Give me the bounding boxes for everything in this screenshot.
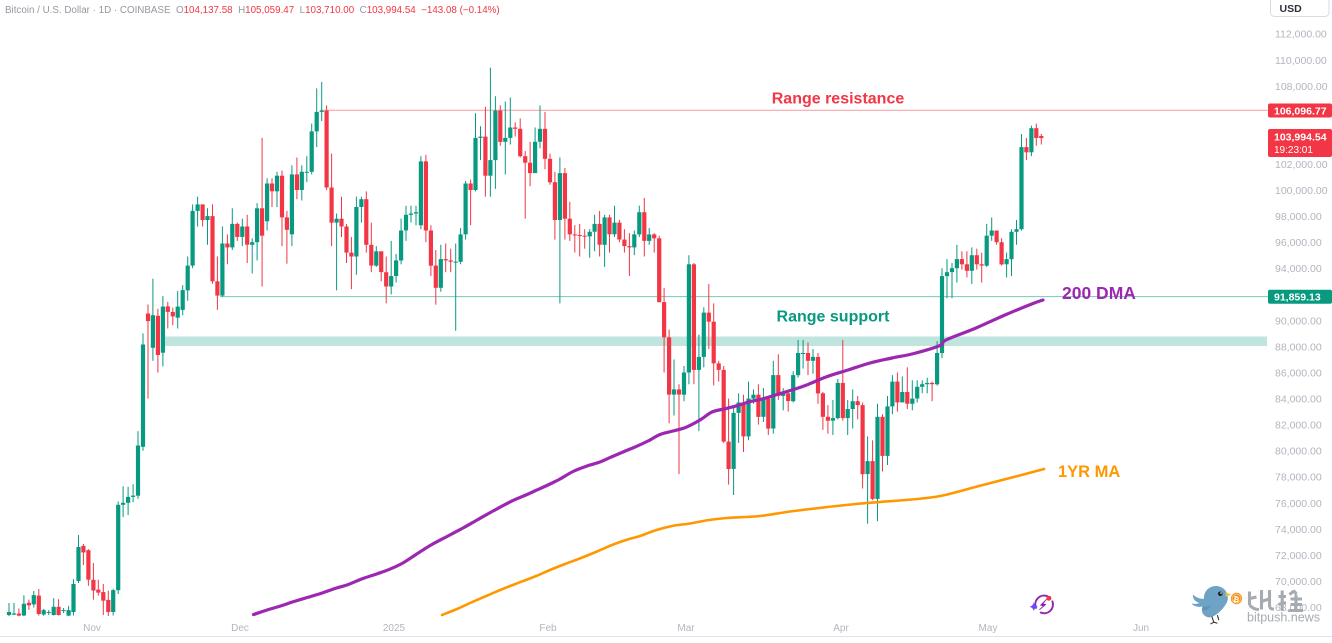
svg-text:103,994.54: 103,994.54 <box>1274 131 1327 143</box>
svg-text:Range resistance: Range resistance <box>772 91 905 108</box>
svg-text:82,000.00: 82,000.00 <box>1275 420 1322 432</box>
svg-text:78,000.00: 78,000.00 <box>1275 472 1322 484</box>
svg-text:Bitcoin / U.S. Dollar · 1D · C: Bitcoin / U.S. Dollar · 1D · COINBASE O1… <box>5 5 500 16</box>
svg-text:Apr: Apr <box>833 623 849 634</box>
svg-text:96,000.00: 96,000.00 <box>1275 237 1322 249</box>
svg-text:Dec: Dec <box>231 623 249 634</box>
svg-text:102,000.00: 102,000.00 <box>1275 159 1328 171</box>
svg-text:200 DMA: 200 DMA <box>1062 283 1136 303</box>
svg-text:74,000.00: 74,000.00 <box>1275 524 1322 536</box>
svg-text:1YR MA: 1YR MA <box>1058 463 1120 481</box>
svg-text:90,000.00: 90,000.00 <box>1275 315 1322 327</box>
svg-text:Feb: Feb <box>539 623 557 634</box>
svg-text:100,000.00: 100,000.00 <box>1275 185 1328 197</box>
svg-text:USD: USD <box>1280 3 1303 15</box>
svg-text:112,000.00: 112,000.00 <box>1275 29 1327 41</box>
svg-text:70,000.00: 70,000.00 <box>1275 576 1322 588</box>
svg-text:106,096.77: 106,096.77 <box>1274 105 1327 117</box>
svg-text:72,000.00: 72,000.00 <box>1275 550 1322 562</box>
svg-text:Range support: Range support <box>777 309 891 326</box>
svg-text:110,000.00: 110,000.00 <box>1275 55 1327 67</box>
svg-text:84,000.00: 84,000.00 <box>1275 394 1322 406</box>
svg-text:88,000.00: 88,000.00 <box>1275 341 1322 353</box>
svg-text:2025: 2025 <box>383 623 406 634</box>
svg-text:80,000.00: 80,000.00 <box>1275 446 1322 458</box>
svg-text:bitpush.news: bitpush.news <box>1247 611 1320 625</box>
svg-text:91,859.13: 91,859.13 <box>1274 292 1321 304</box>
svg-text:₿: ₿ <box>1232 594 1240 604</box>
svg-text:68,000.00: 68,000.00 <box>1275 602 1322 614</box>
svg-text:98,000.00: 98,000.00 <box>1275 211 1322 223</box>
svg-text:Jun: Jun <box>1133 623 1149 634</box>
svg-text:76,000.00: 76,000.00 <box>1275 498 1322 510</box>
svg-text:Nov: Nov <box>83 623 101 634</box>
svg-text:May: May <box>979 623 998 634</box>
svg-text:86,000.00: 86,000.00 <box>1275 368 1322 380</box>
svg-text:19:23:01: 19:23:01 <box>1274 145 1313 156</box>
svg-text:108,000.00: 108,000.00 <box>1275 81 1328 93</box>
svg-text:Mar: Mar <box>677 623 695 634</box>
svg-text:94,000.00: 94,000.00 <box>1275 263 1322 275</box>
